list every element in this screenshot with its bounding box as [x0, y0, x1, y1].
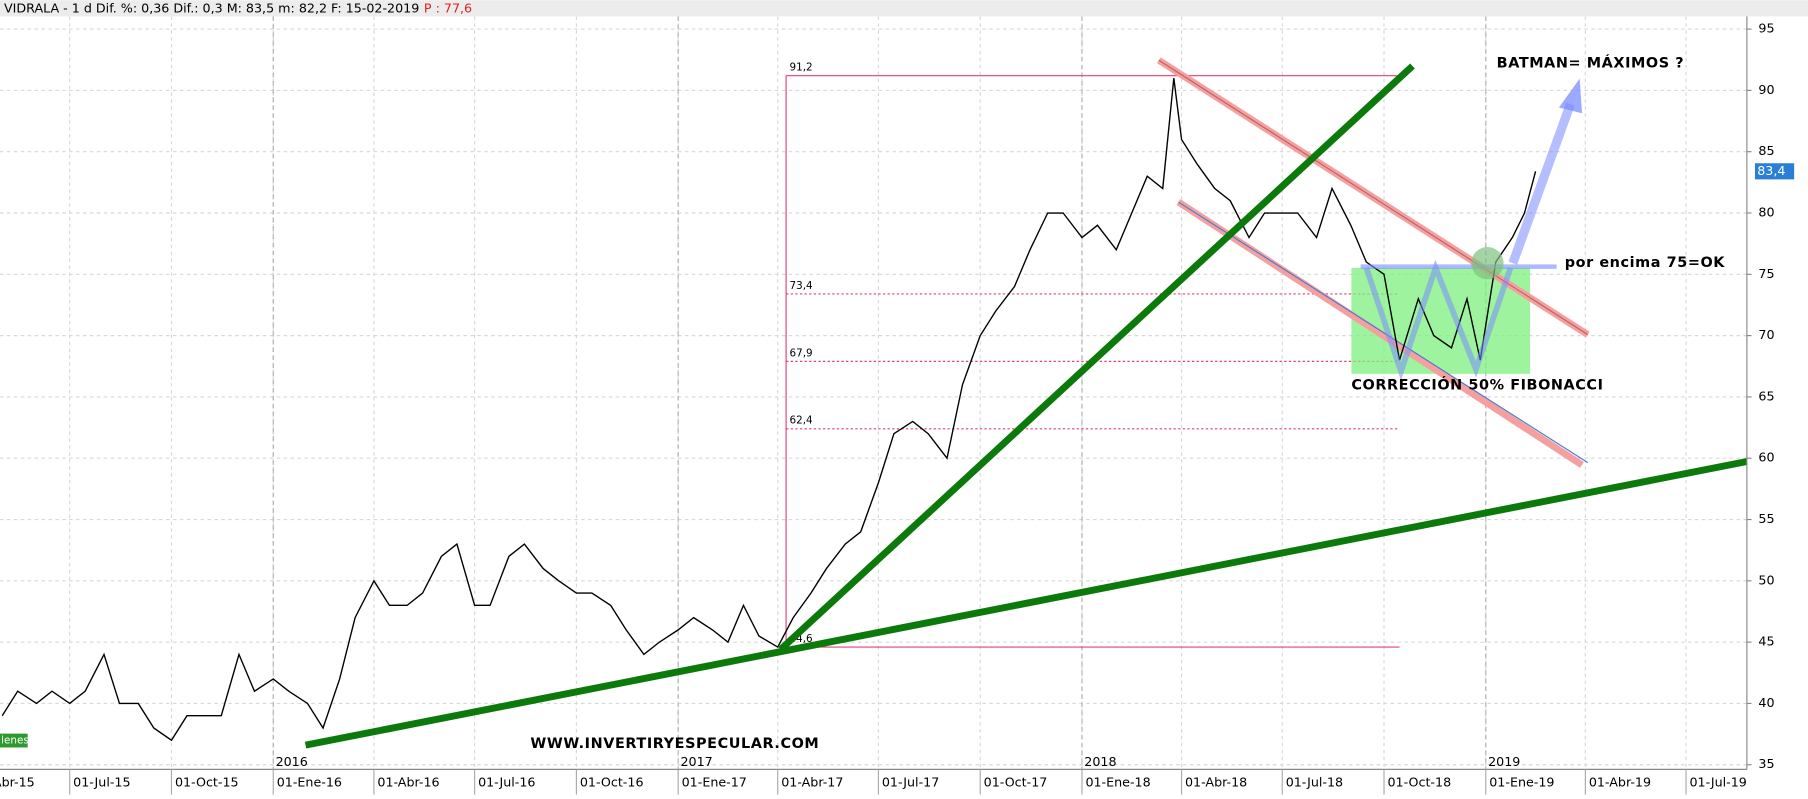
y-tick-label: 85	[1758, 143, 1774, 158]
y-tick-label: 90	[1758, 82, 1774, 97]
x-tick-label: 01-Jul-19	[1689, 775, 1746, 790]
x-tick-label: 01-Oct-18	[1387, 775, 1451, 790]
fib-label: 62,4	[790, 415, 813, 427]
x-tick-label: 01-Oct-15	[175, 775, 239, 790]
x-tick-label: 01-Jul-16	[478, 775, 535, 790]
x-tick-label: 01-Ene-18	[1085, 775, 1150, 790]
fib-label: 67,9	[790, 347, 813, 359]
x-tick-label: 01-Oct-16	[580, 775, 644, 790]
annotation: BATMAN= MÁXIMOS ?	[1497, 54, 1685, 72]
year-label: 2019	[1488, 754, 1520, 769]
y-tick-label: 55	[1758, 511, 1774, 526]
y-tick-label: 45	[1758, 634, 1774, 649]
x-tick-label: 01-Abr-17	[781, 775, 843, 790]
watermark: WWW.INVERTIRYESPECULAR.COM	[530, 736, 819, 752]
x-tick-label: 01-Ene-17	[682, 775, 747, 790]
annotation: por encima 75=OK	[1565, 255, 1726, 271]
y-tick-label: 65	[1758, 388, 1774, 403]
y-tick-label: 70	[1758, 327, 1774, 342]
trendline-short	[778, 63, 1415, 652]
channel-lower-core	[1178, 201, 1589, 464]
last-price-box	[1754, 163, 1795, 180]
y-tick-label: 75	[1758, 266, 1774, 281]
x-tick-label: 01-Abr-18	[1185, 775, 1247, 790]
x-tick-label: 01-Abr-16	[377, 775, 439, 790]
year-label: 2016	[276, 754, 308, 769]
x-tick-label: 01-Jul-15	[73, 775, 130, 790]
channel-upper-core	[1158, 59, 1589, 336]
y-tick-label: 40	[1758, 695, 1774, 710]
price-layer	[1, 78, 1537, 742]
target-arrow-head	[1558, 78, 1582, 114]
breakout-point	[1471, 247, 1504, 280]
x-tick-label: 01-Ene-16	[277, 775, 342, 790]
fib-label: 91,2	[790, 62, 813, 74]
tag-text: lenes	[1, 735, 29, 747]
y-tick-label: 60	[1758, 450, 1774, 465]
y-tick-label: 50	[1758, 572, 1774, 587]
year-label: 2017	[680, 754, 712, 769]
fibonacci: 91,273,467,962,444,6	[785, 62, 1400, 648]
x-tick-label: 01-Ene-19	[1489, 775, 1554, 790]
channel-lower	[1176, 199, 1584, 468]
year-label: 2018	[1084, 754, 1116, 769]
fib-label: 73,4	[790, 280, 813, 292]
y-tick-label: 95	[1758, 21, 1774, 36]
x-labels: 01-Abr-15 01-Jul-15 01-Oct-15 01-Ene-16 01-A…	[0, 769, 1747, 795]
x-tick-label: 01-Oct-17	[984, 775, 1048, 790]
annotation: CORRECCIÓN 50% FIBONACCI	[1351, 375, 1603, 393]
y-tick-label: 35	[1758, 756, 1774, 771]
y-labels: 35 40 45 50 55 60 65 70 75 80 85 90 95	[1746, 21, 1775, 771]
trendline-long	[304, 458, 1748, 749]
header-info: - VIDRALA - 1 d Dif. %: 0,36 Dif.: 0,3 M…	[0, 0, 472, 15]
tag-box	[0, 733, 28, 748]
y-tick-label: 80	[1758, 205, 1774, 220]
x-tick-label: 01-Jul-18	[1286, 775, 1343, 790]
last-price-label: 83,4	[1757, 163, 1785, 178]
x-tick-label: 01-Jul-17	[882, 775, 939, 790]
price-line	[1, 78, 1537, 742]
header-bar	[0, 0, 1808, 17]
header-info-text: - VIDRALA - 1 d Dif. %: 0,36 Dif.: 0,3 M…	[0, 0, 419, 15]
x-tick-label: 01-Abr-19	[1589, 775, 1651, 790]
x-tick-label: 01-Abr-15	[0, 775, 35, 790]
target-arrow	[1508, 102, 1575, 265]
header-price: P : 77,6	[424, 0, 472, 15]
